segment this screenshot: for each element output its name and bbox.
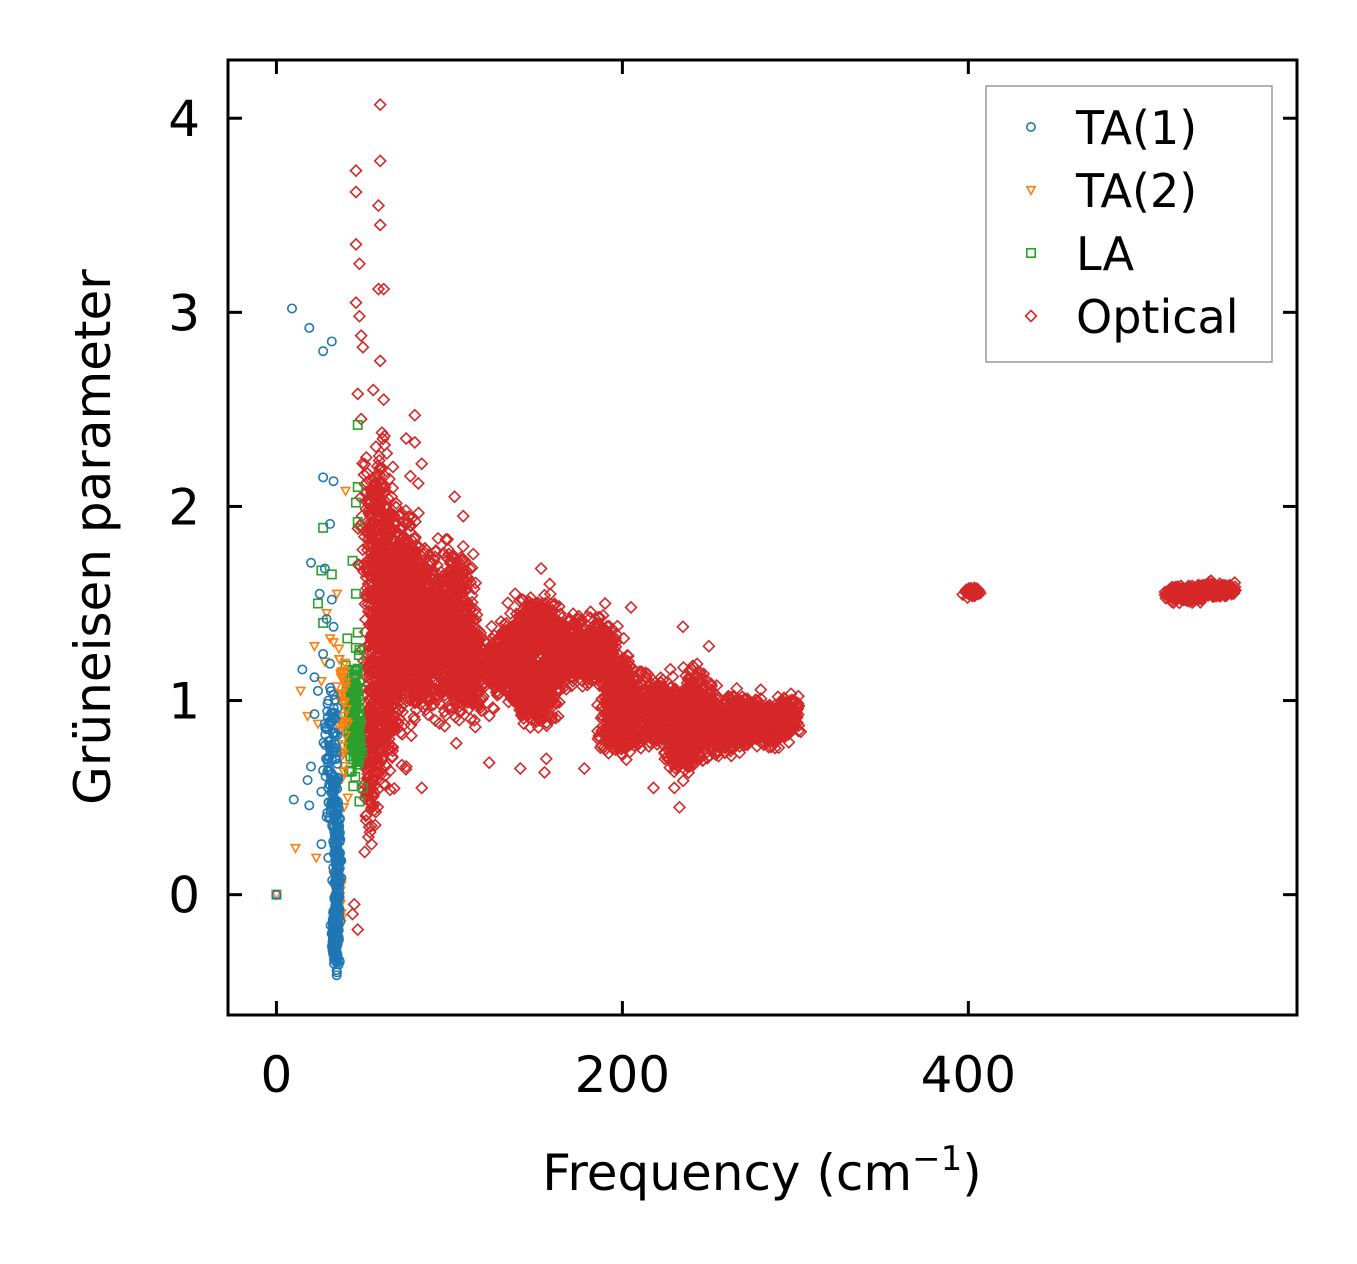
data-point bbox=[456, 539, 470, 554]
data-point bbox=[383, 616, 397, 630]
data-point bbox=[405, 550, 419, 564]
data-point bbox=[401, 509, 416, 524]
data-point bbox=[377, 608, 391, 622]
data-point bbox=[466, 547, 480, 561]
data-point bbox=[409, 690, 424, 704]
data-point bbox=[501, 596, 515, 610]
data-point bbox=[421, 693, 435, 707]
data-point bbox=[417, 578, 432, 593]
data-point bbox=[391, 722, 405, 736]
data-point bbox=[416, 652, 430, 667]
data-point bbox=[404, 664, 418, 678]
data-point bbox=[387, 781, 401, 796]
data-point bbox=[391, 642, 405, 656]
data-point bbox=[402, 618, 416, 633]
data-point bbox=[432, 688, 446, 702]
data-point bbox=[382, 664, 396, 678]
data-point bbox=[377, 639, 391, 653]
data-point bbox=[365, 665, 379, 679]
data-point bbox=[375, 608, 389, 622]
data-point bbox=[358, 612, 373, 627]
data-point bbox=[394, 666, 408, 680]
data-point bbox=[410, 666, 425, 680]
data-point bbox=[385, 721, 399, 735]
data-point bbox=[421, 566, 435, 581]
data-point bbox=[399, 542, 413, 556]
data-point bbox=[382, 660, 396, 674]
data-point bbox=[404, 572, 418, 586]
data-point bbox=[394, 562, 409, 576]
data-point bbox=[418, 697, 432, 711]
data-point bbox=[437, 704, 452, 719]
data-point bbox=[404, 519, 418, 533]
data-point bbox=[383, 695, 398, 710]
data-point bbox=[438, 719, 452, 733]
data-point bbox=[399, 503, 413, 518]
data-point bbox=[391, 508, 406, 522]
data-point bbox=[432, 716, 446, 731]
data-point bbox=[407, 665, 421, 679]
data-point bbox=[393, 655, 407, 669]
data-point bbox=[388, 684, 402, 698]
data-point bbox=[382, 707, 397, 721]
data-point bbox=[397, 529, 411, 544]
data-point bbox=[421, 677, 435, 691]
data-point bbox=[395, 705, 410, 719]
data-point bbox=[404, 729, 418, 743]
data-point bbox=[427, 563, 441, 578]
data-point bbox=[406, 691, 421, 705]
data-point bbox=[382, 472, 396, 486]
data-point bbox=[411, 476, 425, 490]
data-point bbox=[404, 634, 418, 648]
data-point bbox=[421, 707, 435, 722]
data-point bbox=[429, 543, 443, 558]
data-point bbox=[391, 574, 405, 588]
data-point bbox=[364, 633, 378, 647]
data-point bbox=[399, 583, 413, 597]
data-point bbox=[418, 607, 433, 621]
data-point bbox=[386, 460, 400, 474]
data-point bbox=[401, 571, 415, 585]
data-point bbox=[426, 666, 440, 680]
data-point bbox=[408, 560, 422, 574]
data-point bbox=[365, 630, 379, 645]
data-point bbox=[385, 532, 399, 546]
series-optical bbox=[345, 98, 1243, 937]
data-point bbox=[379, 729, 393, 743]
data-point bbox=[389, 496, 403, 511]
data-point bbox=[404, 718, 418, 732]
data-point bbox=[431, 531, 445, 546]
data-point bbox=[376, 653, 390, 667]
data-point bbox=[414, 626, 429, 641]
data-point bbox=[403, 469, 417, 483]
data-point bbox=[421, 675, 435, 689]
data-point bbox=[392, 551, 406, 565]
data-point bbox=[427, 697, 441, 711]
data-point bbox=[409, 703, 423, 717]
data-point bbox=[389, 555, 403, 569]
data-point bbox=[397, 583, 411, 597]
data-point bbox=[418, 541, 432, 555]
data-point bbox=[404, 691, 418, 706]
data-point bbox=[390, 547, 404, 562]
data-point bbox=[381, 682, 395, 696]
data-point bbox=[425, 586, 439, 601]
data-point bbox=[395, 507, 409, 521]
data-point bbox=[383, 783, 397, 797]
data-markers bbox=[270, 98, 1243, 981]
data-point bbox=[420, 651, 434, 665]
data-point bbox=[377, 636, 391, 650]
data-point bbox=[421, 616, 435, 630]
data-point bbox=[399, 650, 414, 664]
data-point bbox=[395, 617, 410, 631]
data-point bbox=[374, 671, 388, 685]
data-point bbox=[401, 607, 415, 621]
data-point bbox=[392, 544, 406, 558]
data-point bbox=[406, 610, 420, 624]
